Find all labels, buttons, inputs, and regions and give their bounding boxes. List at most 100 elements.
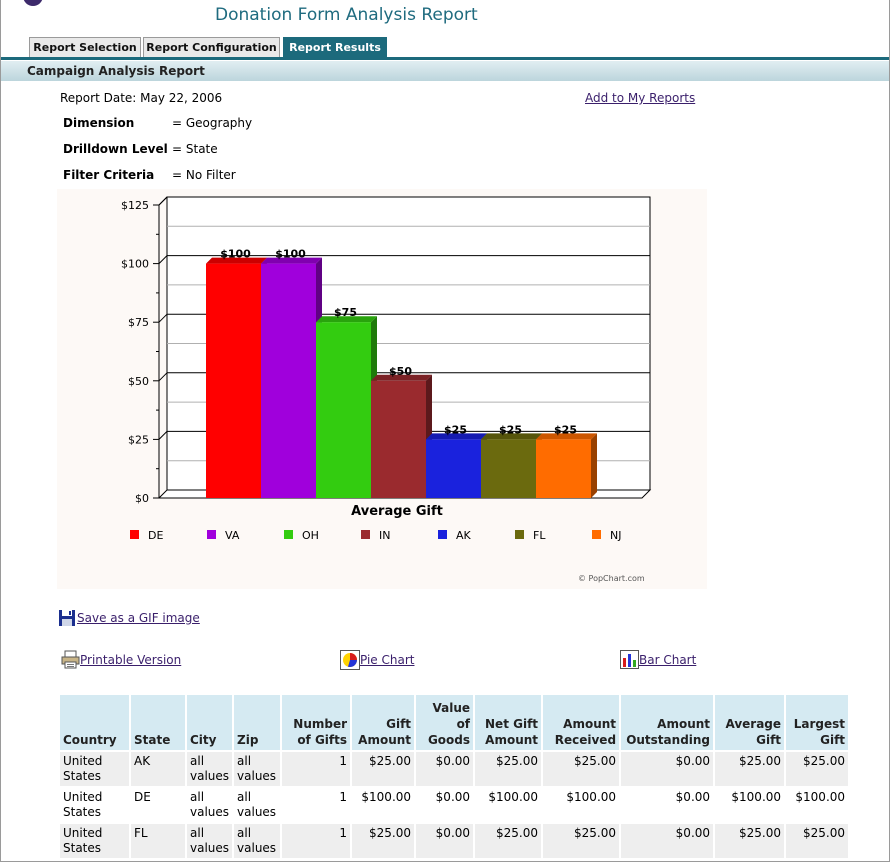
table-cell: $0.00 [416, 788, 474, 822]
table-header-row: Country State City Zip Number of Gifts G… [60, 695, 849, 750]
section-title: Campaign Analysis Report [27, 64, 205, 78]
table-cell: $0.00 [621, 788, 714, 822]
printer-icon[interactable] [61, 650, 80, 669]
bar-top [371, 374, 432, 381]
table-row: United States AK all values all values 1 $25.… [60, 752, 849, 786]
column-header: Net Gift Amount [475, 695, 542, 750]
bar-top [481, 433, 542, 440]
save-as-gif-link[interactable]: Save as a GIF image [77, 611, 200, 625]
chart-credit: © PopChart.com [578, 574, 645, 583]
table-cell: $0.00 [416, 752, 474, 786]
column-header: Zip [234, 695, 281, 750]
table-cell: $100.00 [786, 788, 849, 822]
dimension-label: Dimension [63, 116, 135, 130]
legend-label: VA [225, 529, 240, 542]
table-cell: FL [131, 824, 185, 858]
legend-swatch [592, 530, 601, 539]
bar-chart-link[interactable]: Bar Chart [639, 653, 697, 667]
table-cell: all values [234, 752, 281, 786]
column-header: Largest Gift [786, 695, 849, 750]
pie-chart-icon[interactable] [340, 650, 360, 670]
table-cell: United States [60, 824, 129, 858]
bar-va [261, 263, 316, 498]
y-tick-label: $125 [121, 199, 149, 212]
bar-top [536, 433, 597, 440]
table-cell: $25.00 [352, 824, 415, 858]
add-to-my-reports-link[interactable]: Add to My Reports [585, 91, 696, 105]
printable-version-link[interactable]: Printable Version [80, 653, 182, 667]
column-header: Number of Gifts [282, 695, 351, 750]
table-cell: 1 [282, 824, 351, 858]
bar-top [426, 433, 487, 440]
legend-label: IN [379, 529, 390, 542]
table-cell: $25.00 [475, 752, 542, 786]
y-tick-label: $50 [128, 375, 149, 388]
bar-in [371, 380, 426, 498]
column-header: City [187, 695, 233, 750]
gridline-edge [158, 255, 168, 264]
gridline-edge [158, 313, 168, 323]
legend-label: OH [302, 529, 319, 542]
table-cell: $100.00 [352, 788, 415, 822]
report-date: Report Date: May 22, 2006 [60, 91, 223, 105]
table-cell: DE [131, 788, 185, 822]
y-tick-label: $100 [121, 258, 149, 271]
legend-swatch [361, 530, 370, 539]
gridline-edge [158, 372, 168, 382]
table-cell: $0.00 [621, 824, 714, 858]
table-cell: United States [60, 752, 129, 786]
legend-swatch [130, 530, 139, 539]
legend-label: AK [456, 529, 472, 542]
legend-swatch [207, 530, 216, 539]
column-header: Gift Amount [352, 695, 415, 750]
table-cell: $25.00 [786, 752, 849, 786]
table-cell: $0.00 [621, 752, 714, 786]
table-cell: $0.00 [416, 824, 474, 858]
tab-report-results[interactable]: Report Results [283, 37, 387, 57]
legend-swatch [438, 530, 447, 539]
tab-divider [1, 57, 889, 60]
bar-value-label: $25 [499, 423, 522, 436]
column-header: Amount Received [543, 695, 620, 750]
table-cell: $100.00 [475, 788, 542, 822]
bar-de [206, 263, 261, 498]
legend-label: FL [533, 529, 546, 542]
bar-value-label: $25 [444, 423, 467, 436]
bar-chart-icon[interactable] [620, 650, 639, 669]
average-gift-chart: $0 $25 $50 $75 $100 $125 $100 $100 $75 $50 $25 $25 $… [57, 189, 707, 589]
section-header: Campaign Analysis Report [1, 61, 889, 81]
table-cell: $25.00 [543, 824, 620, 858]
table-cell: $25.00 [352, 752, 415, 786]
table-cell: 1 [282, 788, 351, 822]
bar-value-label: $50 [389, 365, 412, 378]
table-cell: $25.00 [543, 752, 620, 786]
table-cell: $25.00 [475, 824, 542, 858]
tab-report-selection[interactable]: Report Selection [29, 37, 141, 57]
floppy-disk-icon[interactable] [58, 609, 76, 627]
drilldown-label: Drilldown Level [63, 142, 168, 156]
table-cell: United States [60, 788, 129, 822]
drilldown-value: = State [172, 142, 218, 156]
table-cell: all values [187, 788, 233, 822]
y-tick-label: $25 [128, 433, 149, 446]
column-header: State [131, 695, 185, 750]
dimension-value: = Geography [172, 116, 253, 130]
column-header: Amount Outstanding [621, 695, 714, 750]
bar-value-label: $25 [554, 423, 577, 436]
tab-report-configuration[interactable]: Report Configuration [143, 37, 280, 57]
table-cell: all values [234, 788, 281, 822]
filter-label: Filter Criteria [63, 168, 155, 182]
table-cell: AK [131, 752, 185, 786]
table-cell: all values [234, 824, 281, 858]
y-tick-label: $0 [135, 492, 149, 505]
legend-label: DE [148, 529, 163, 542]
table-cell: 1 [282, 752, 351, 786]
table-cell: $25.00 [715, 752, 785, 786]
bar-chart-svg: $0 $25 $50 $75 $100 $125 $100 $100 $75 $50 $25 $25 $… [121, 196, 652, 583]
table-cell: all values [187, 752, 233, 786]
pie-chart-link[interactable]: Pie Chart [360, 653, 415, 667]
legend-swatch [284, 530, 293, 539]
y-tick-label: $75 [128, 316, 149, 329]
table-cell: $25.00 [786, 824, 849, 858]
